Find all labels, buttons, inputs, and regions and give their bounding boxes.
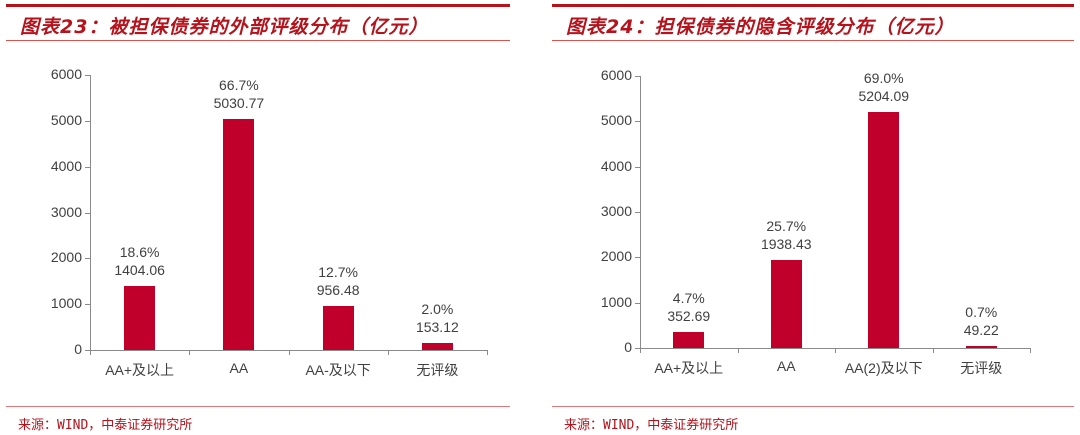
- bar-percent-label: 69.0%: [863, 70, 904, 87]
- bar: [124, 285, 156, 350]
- source-rule: [552, 406, 1074, 407]
- x-category-label: AA: [229, 360, 249, 376]
- y-tick: [85, 166, 90, 168]
- y-tick-label: 3000: [600, 203, 632, 219]
- x-category-label: AA(2)及以下: [844, 360, 923, 376]
- y-axis: [640, 76, 641, 348]
- bar: [868, 112, 900, 348]
- y-tick: [635, 257, 640, 259]
- bar-percent-label: 2.0%: [421, 300, 454, 317]
- bar: [322, 306, 354, 350]
- bar-value-label: 49.22: [963, 321, 999, 338]
- bar: [223, 119, 255, 350]
- x-category-label: AA+及以上: [105, 362, 175, 378]
- y-axis: [90, 75, 91, 350]
- y-tick-label: 1000: [50, 295, 82, 312]
- bar-value-label: 153.12: [415, 318, 459, 335]
- bar-value-label: 5030.77: [213, 95, 265, 112]
- x-tick: [487, 350, 488, 355]
- y-tick-label: 4000: [600, 157, 632, 174]
- bar-percent-label: 25.7%: [766, 218, 807, 235]
- top-rule: [6, 4, 510, 7]
- x-category-label: AA-及以下: [305, 362, 371, 378]
- y-tick: [85, 75, 90, 76]
- y-tick: [635, 212, 640, 213]
- bar-value-label: 956.48: [316, 282, 360, 299]
- x-tick: [288, 350, 290, 355]
- source-note: 来源：WIND，中泰证券研究所: [18, 418, 193, 433]
- bar-percent-label: 18.6%: [119, 243, 160, 260]
- bar: [770, 260, 802, 348]
- y-tick: [85, 212, 90, 214]
- y-tick-label: 2000: [50, 249, 82, 266]
- bar-percent-label: 0.7%: [965, 303, 998, 320]
- y-tick-label: 3000: [50, 203, 82, 220]
- chart-title: 图表24：担保债券的隐含评级分布（亿元）: [566, 16, 955, 38]
- y-tick: [635, 121, 640, 123]
- x-tick: [189, 350, 191, 355]
- bar-value-label: 1404.06: [114, 261, 165, 278]
- x-tick: [932, 348, 934, 353]
- chart-panel-23: 图表23：被担保债券的外部评级分布（亿元） 来源：WIND，中泰证券研究所 0 1…: [6, 4, 510, 433]
- top-rule: [552, 4, 1074, 7]
- bar: [965, 345, 997, 348]
- y-tick-label: 6000: [600, 67, 632, 83]
- y-tick-label: 0: [624, 339, 632, 355]
- x-category-label: 无评级: [416, 362, 459, 378]
- y-tick-label: 0: [74, 341, 82, 357]
- bar-percent-label: 12.7%: [318, 264, 358, 281]
- title-rule: [6, 40, 510, 41]
- x-tick: [387, 350, 389, 355]
- x-tick: [737, 348, 739, 353]
- y-tick: [635, 166, 640, 168]
- bar-percent-label: 4.7%: [672, 290, 705, 306]
- title-rule: [552, 40, 1074, 41]
- y-tick: [635, 302, 640, 304]
- x-tick: [1030, 348, 1031, 353]
- y-tick: [635, 76, 640, 77]
- y-tick-label: 5000: [50, 111, 82, 128]
- y-tick: [85, 120, 90, 122]
- y-tick: [635, 348, 640, 349]
- source-note: 来源：WIND，中泰证券研究所: [564, 418, 739, 433]
- source-rule: [6, 406, 510, 407]
- y-tick-label: 2000: [600, 248, 632, 265]
- x-tick: [90, 350, 91, 355]
- x-tick: [835, 348, 836, 353]
- y-tick-label: 4000: [50, 157, 82, 174]
- bar: [673, 332, 705, 348]
- bar-percent-label: 66.7%: [219, 77, 259, 94]
- y-tick: [85, 304, 90, 306]
- x-category-label: 无评级: [960, 360, 1003, 376]
- y-tick: [85, 350, 90, 351]
- y-tick: [85, 258, 90, 260]
- bar-value-label: 5204.09: [858, 88, 910, 105]
- chart-title: 图表23：被担保债券的外部评级分布（亿元）: [20, 16, 429, 38]
- bar-value-label: 1938.43: [760, 236, 812, 253]
- y-tick-label: 1000: [600, 293, 632, 310]
- bar: [421, 342, 453, 350]
- y-tick-label: 6000: [50, 66, 82, 82]
- x-category-label: AA+及以上: [654, 360, 724, 376]
- x-tick: [640, 348, 641, 353]
- bar-value-label: 352.69: [667, 308, 711, 324]
- y-tick-label: 5000: [600, 112, 632, 129]
- chart-panel-24: 图表24：担保债券的隐含评级分布（亿元） 来源：WIND，中泰证券研究所 0 10…: [540, 0, 1080, 435]
- x-category-label: AA: [776, 358, 796, 374]
